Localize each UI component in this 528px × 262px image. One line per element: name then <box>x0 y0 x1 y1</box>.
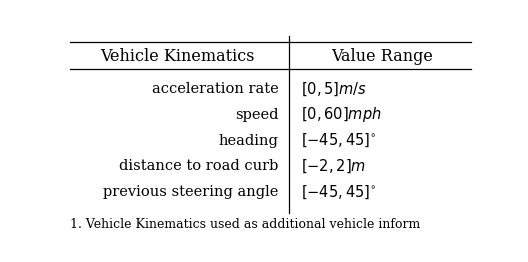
Text: $[-45, 45]^{\circ}$: $[-45, 45]^{\circ}$ <box>301 132 376 149</box>
Text: Vehicle Kinematics: Vehicle Kinematics <box>100 48 254 65</box>
Text: previous steering angle: previous steering angle <box>103 185 279 199</box>
Text: $[0, 60]mph$: $[0, 60]mph$ <box>301 105 382 124</box>
Text: speed: speed <box>235 108 279 122</box>
Text: $[-2, 2]m$: $[-2, 2]m$ <box>301 158 366 175</box>
Text: $[0, 5]m/s$: $[0, 5]m/s$ <box>301 80 367 98</box>
Text: $[-45, 45]^{\circ}$: $[-45, 45]^{\circ}$ <box>301 183 376 201</box>
Text: acceleration rate: acceleration rate <box>152 82 279 96</box>
Text: 1. Vehicle Kinematics used as additional vehicle inform: 1. Vehicle Kinematics used as additional… <box>70 218 420 231</box>
Text: Value Range: Value Range <box>331 48 433 65</box>
Text: heading: heading <box>219 134 279 148</box>
Text: distance to road curb: distance to road curb <box>119 159 279 173</box>
